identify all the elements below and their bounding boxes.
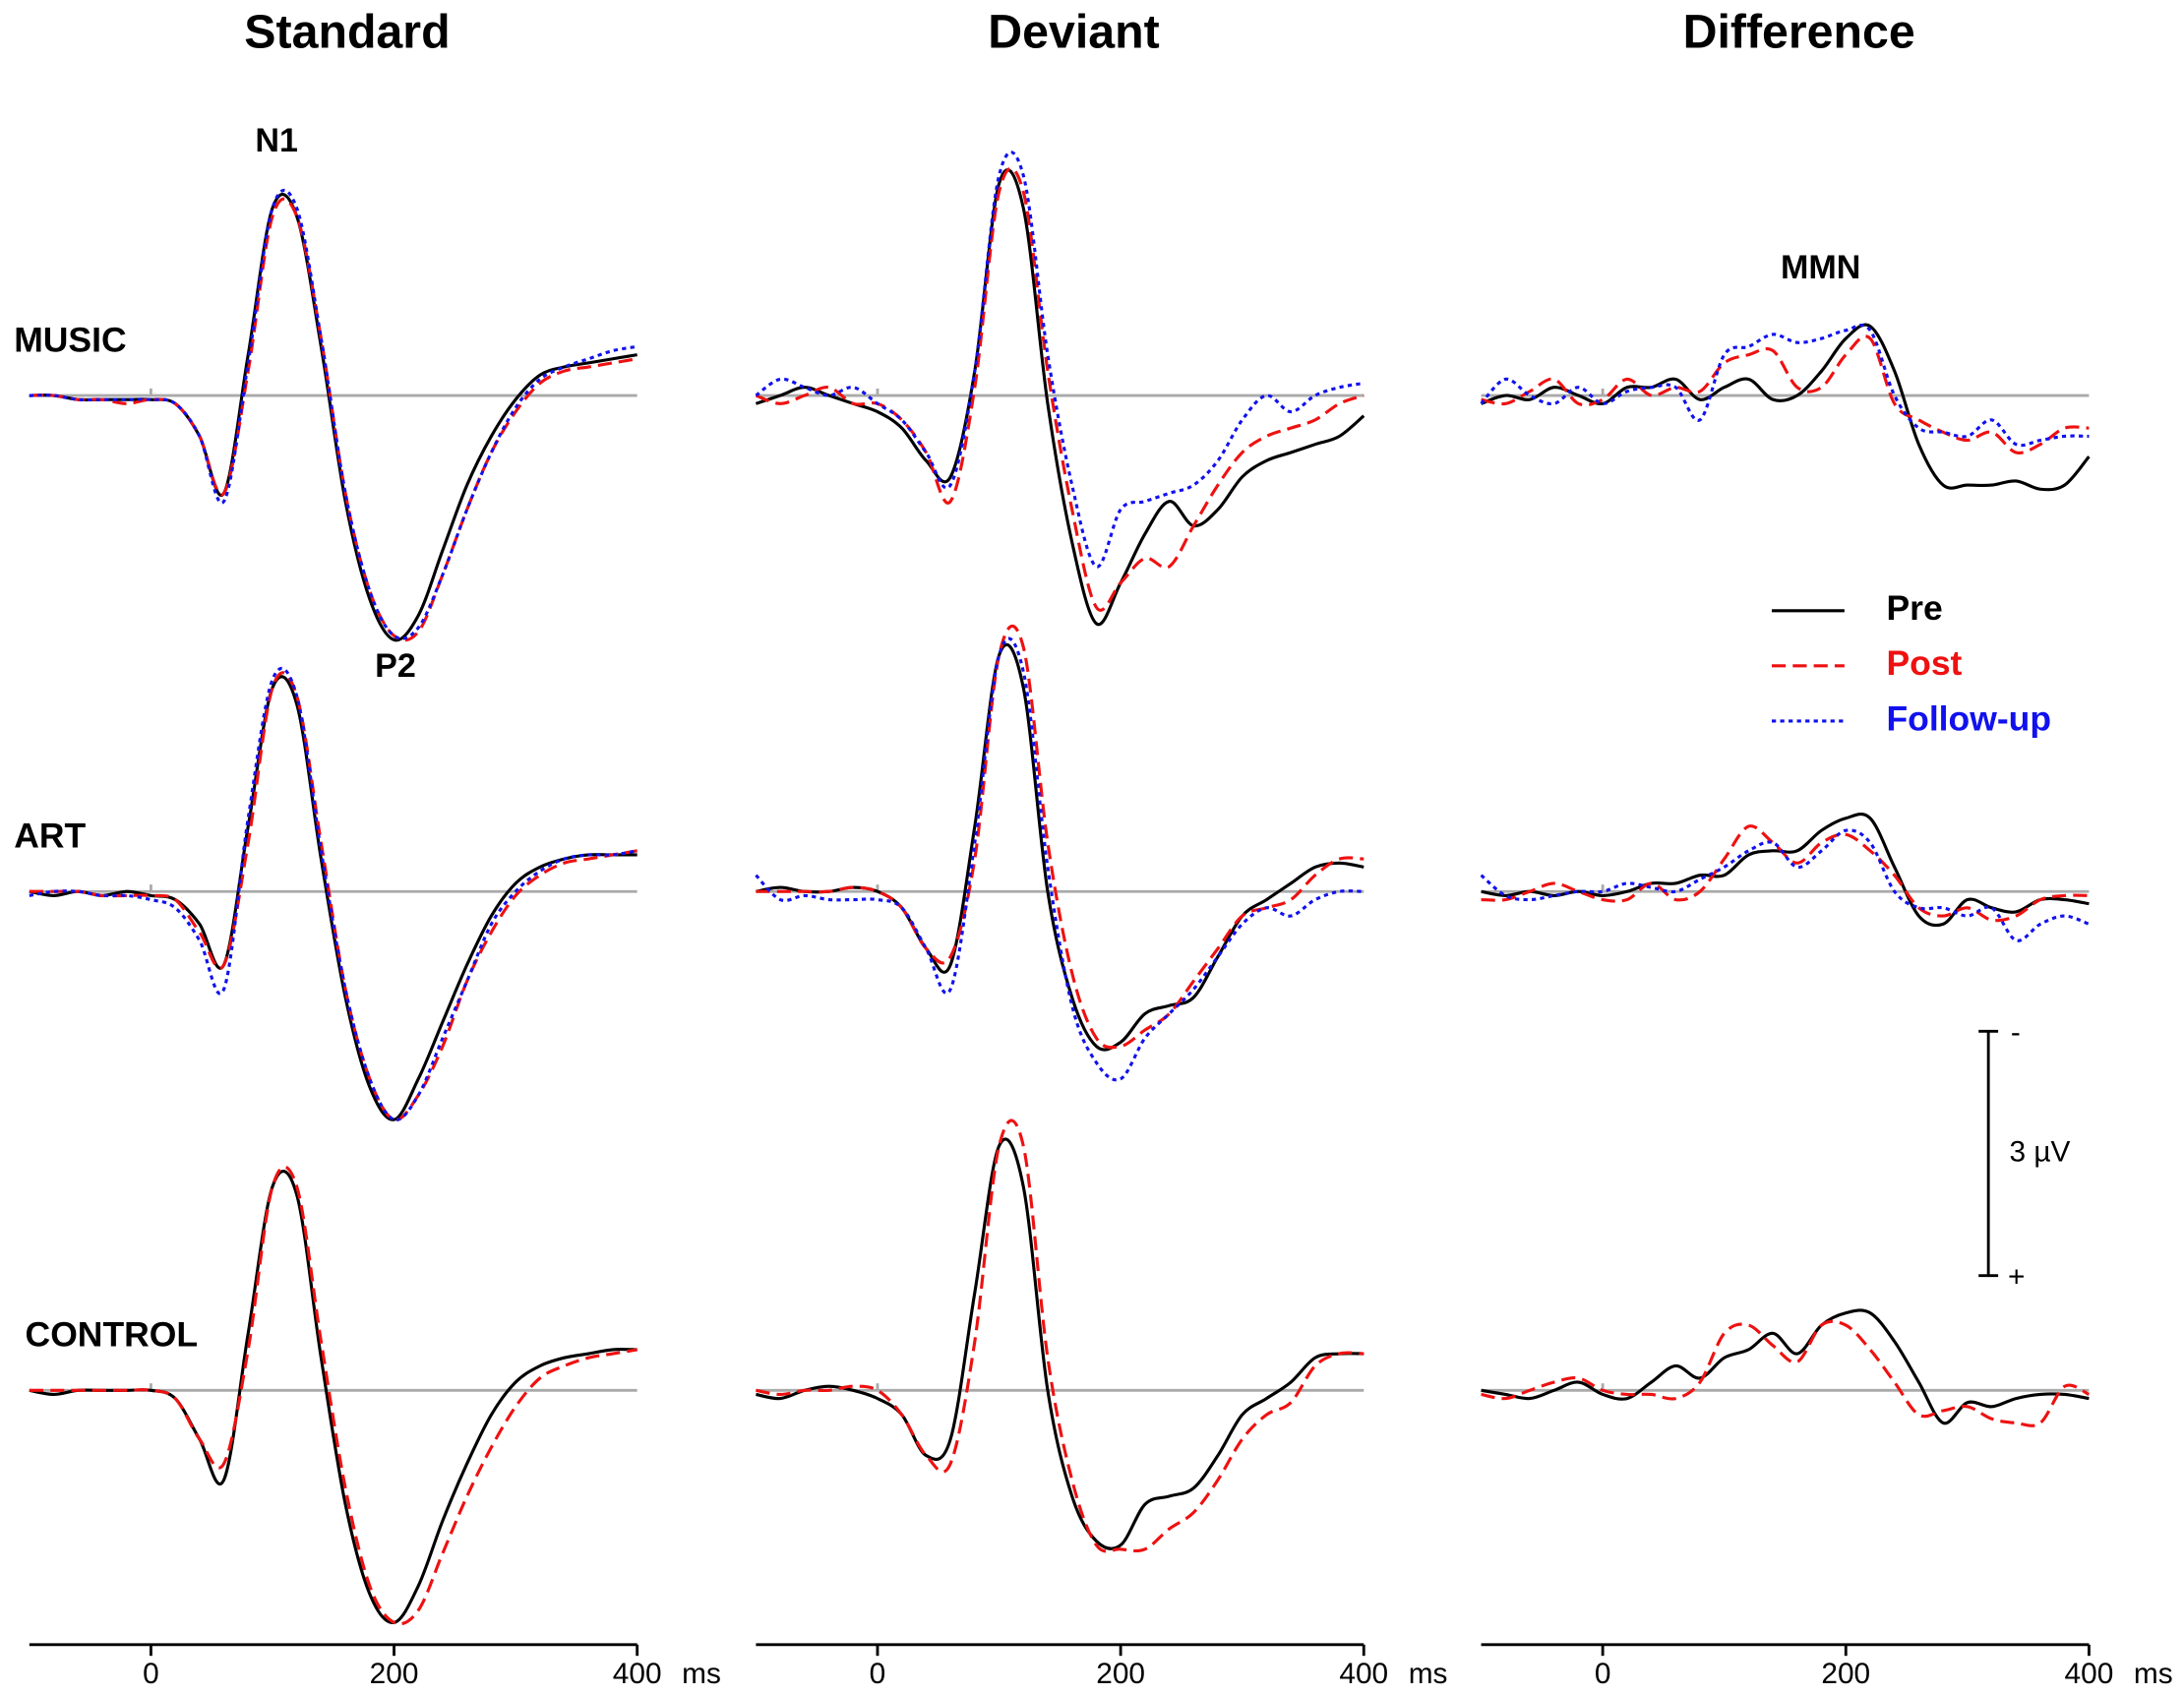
- x-tick-label: 200: [370, 1658, 419, 1690]
- x-tick-label: 0: [143, 1658, 159, 1690]
- legend-label: Follow-up: [1886, 698, 2051, 738]
- x-unit: ms: [2134, 1658, 2173, 1690]
- annotation: MMN: [1781, 249, 1860, 286]
- erp-line: [1481, 812, 2090, 928]
- scale-sign: +: [2008, 1260, 2025, 1293]
- x-tick-label: 200: [1096, 1658, 1145, 1690]
- erp-line: [756, 624, 1365, 1050]
- legend-label: Post: [1886, 643, 1962, 683]
- erp-line: [756, 642, 1365, 1052]
- erp-line: [755, 168, 1365, 627]
- x-tick-label: 200: [1821, 1658, 1870, 1690]
- column-title: Difference: [1683, 5, 1915, 58]
- erp-line: [756, 1119, 1365, 1553]
- erp-line: [29, 675, 637, 1121]
- erp-line: [29, 188, 637, 640]
- erp-line: [1481, 824, 2090, 923]
- x-unit: ms: [1409, 1658, 1448, 1690]
- erp-line: [29, 1165, 637, 1626]
- row-label: ART: [14, 817, 86, 856]
- x-tick-label: 400: [613, 1658, 662, 1690]
- annotation: N1: [255, 122, 298, 159]
- erp-line: [29, 197, 637, 642]
- erp-line: [1480, 828, 2090, 942]
- x-tick-label: 0: [870, 1658, 886, 1690]
- erp-line: [1481, 1319, 2091, 1427]
- erp-line: [755, 636, 1365, 1082]
- erp-line: [755, 166, 1365, 612]
- column-title: Deviant: [988, 5, 1159, 58]
- erp-line: [1481, 334, 2090, 454]
- x-tick-label: 0: [1595, 1658, 1611, 1690]
- erp-line: [1481, 323, 2091, 492]
- column-title: Standard: [244, 5, 450, 58]
- annotation: P2: [375, 647, 416, 685]
- row-label: CONTROL: [26, 1315, 199, 1355]
- x-tick-label: 400: [1339, 1658, 1388, 1690]
- legend-label: Pre: [1886, 588, 1942, 628]
- erp-line: [29, 667, 637, 1121]
- scale-sign: -: [2011, 1016, 2021, 1049]
- erp-line: [1480, 324, 2090, 448]
- x-unit: ms: [682, 1658, 721, 1690]
- row-label: MUSIC: [14, 320, 126, 359]
- erp-line: [29, 1170, 637, 1624]
- erp-line: [756, 1137, 1365, 1550]
- x-tick-label: 400: [2065, 1658, 2114, 1690]
- scale-label: 3 µV: [2009, 1135, 2070, 1168]
- erp-line: [1481, 1308, 2090, 1425]
- erp-line: [755, 151, 1365, 569]
- erp-line: [29, 671, 637, 1121]
